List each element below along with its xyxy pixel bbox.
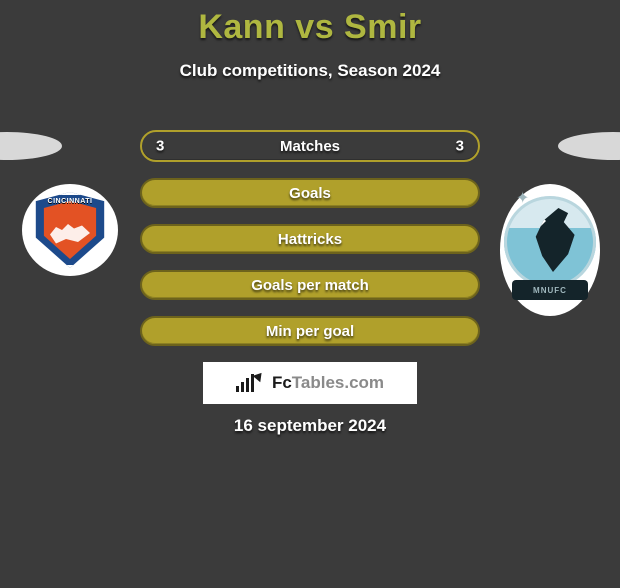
stat-right-value: 3 [456,138,464,155]
brand-badge: FcTables.com [203,362,417,404]
accent-oval-left [0,132,62,160]
crest-mnufc-icon: ✦ MNUFC [504,190,596,310]
page-subtitle: Club competitions, Season 2024 [0,61,620,81]
stat-label: Min per goal [266,323,354,340]
bars-chart-icon [236,374,266,392]
team-logo-right: ✦ MNUFC [500,184,600,316]
brand-text: FcTables.com [272,373,384,393]
stat-row-goals-per-match: Goals per match [140,270,480,300]
stat-row-hattricks: Hattricks [140,224,480,254]
crest-ribbon: MNUFC [512,280,588,300]
stat-label: Goals [289,185,331,202]
crest-cincinnati-icon: CINCINNATI [32,192,108,268]
page-title: Kann vs Smir [0,8,620,47]
stat-row-goals: Goals [140,178,480,208]
stat-label: Goals per match [251,277,369,294]
stat-label: Matches [280,138,340,155]
stat-left-value: 3 [156,138,164,155]
brand-prefix: Fc [272,373,292,393]
stats-panel: 3 Matches 3 Goals Hattricks Goals per ma… [140,130,480,362]
footer-date: 16 september 2024 [0,416,620,436]
brand-suffix: Tables.com [292,373,384,393]
team-logo-left: CINCINNATI [22,184,118,276]
stat-row-min-per-goal: Min per goal [140,316,480,346]
crest-ribbon-text: MNUFC [533,286,567,295]
accent-oval-right [558,132,620,160]
crest-top-text: CINCINNATI [32,198,108,205]
stat-label: Hattricks [278,231,342,248]
stat-row-matches: 3 Matches 3 [140,130,480,162]
